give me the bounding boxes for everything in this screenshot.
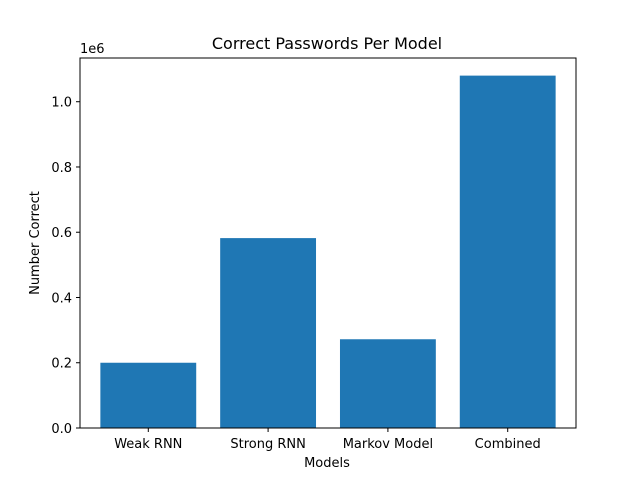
y-tick-label: 0.6 [51,226,72,241]
bar-strong-rnn [220,238,317,428]
x-tick-label: Markov Model [343,437,433,452]
bars-group [100,75,556,428]
x-tick-label: Weak RNN [114,437,182,452]
x-ticks-group: Weak RNN Strong RNN Markov Model Combined [114,428,541,452]
y-tick-label: 1.0 [51,96,72,111]
y-tick-label: 0.0 [51,422,72,437]
bar-combined [459,75,556,428]
x-tick-label: Combined [475,437,541,452]
y-ticks-group: 0.0 0.2 0.4 0.6 0.8 1.0 [51,96,80,437]
y-tick-label: 0.4 [51,291,72,306]
x-axis-label: Models [304,456,350,471]
bar-weak-rnn [100,362,197,428]
bar-markov-model [339,339,436,428]
plot-frame [79,57,577,429]
y-axis-offset-text: 1e6 [80,42,105,57]
y-tick-label: 0.8 [51,161,72,176]
y-tick-label: 0.2 [51,357,72,372]
x-tick-label: Strong RNN [230,437,305,452]
chart-title: Correct Passwords Per Model [212,34,442,53]
y-axis-label: Number Correct [28,191,43,295]
